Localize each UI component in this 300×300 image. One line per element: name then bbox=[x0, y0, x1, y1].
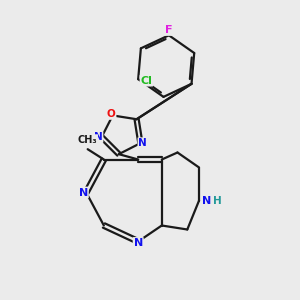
Text: H: H bbox=[213, 196, 222, 206]
Text: N: N bbox=[79, 188, 88, 197]
Text: N: N bbox=[134, 238, 143, 248]
Text: N: N bbox=[202, 196, 211, 206]
Text: CH₃: CH₃ bbox=[78, 135, 98, 145]
Text: O: O bbox=[107, 109, 116, 119]
Text: N: N bbox=[138, 138, 147, 148]
Text: F: F bbox=[165, 25, 172, 35]
Text: Cl: Cl bbox=[140, 76, 152, 85]
Text: N: N bbox=[94, 132, 103, 142]
